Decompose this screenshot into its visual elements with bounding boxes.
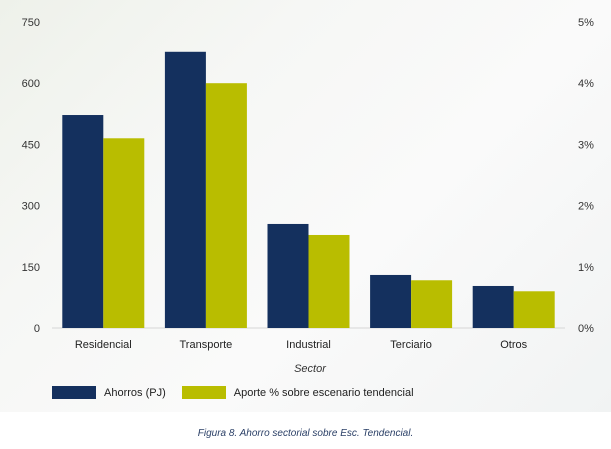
bar-aporte	[205, 83, 247, 328]
legend-label-ahorros: Ahorros (PJ)	[104, 386, 166, 399]
bar-chart: 0 150 300 450 600 750 0% 1% 2% 3% 4% 5% Residencia…	[22, 17, 594, 375]
y-axis-right: 0% 1% 2% 3% 4% 5%	[578, 17, 594, 335]
bars-group	[62, 51, 555, 329]
x-axis-categories: Residencial Transporte Industrial Terciario…	[75, 339, 528, 351]
y-right-tick-label: 4%	[578, 78, 594, 90]
y-left-tick-label: 600	[22, 78, 40, 90]
y-right-tick-label: 0%	[578, 323, 594, 335]
y-right-tick-label: 3%	[578, 139, 594, 151]
bar-aporte	[513, 291, 555, 328]
legend-swatch-aporte	[181, 386, 226, 399]
bar-ahorros	[62, 115, 104, 328]
bar-ahorros	[164, 51, 206, 329]
legend-item-ahorros: Ahorros (PJ)	[52, 386, 166, 399]
y-right-tick-label: 1%	[578, 262, 594, 274]
x-category-label: Residencial	[75, 339, 132, 351]
x-category-label: Otros	[500, 339, 527, 351]
bar-ahorros	[370, 274, 412, 328]
y-left-tick-label: 0	[34, 323, 40, 335]
y-left-tick-label: 750	[22, 17, 40, 29]
bar-aporte	[308, 234, 350, 328]
legend-item-aporte: Aporte % sobre escenario tendencial	[181, 386, 414, 399]
bar-ahorros	[267, 223, 309, 328]
x-category-label: Industrial	[286, 339, 331, 351]
legend: Ahorros (PJ) Aporte % sobre escenario te…	[52, 386, 430, 399]
legend-label-aporte: Aporte % sobre escenario tendencial	[233, 386, 414, 399]
y-right-tick-label: 5%	[578, 17, 594, 29]
y-axis-left: 0 150 300 450 600 750	[22, 17, 40, 335]
y-left-tick-label: 300	[22, 201, 40, 213]
y-left-tick-label: 450	[22, 139, 40, 151]
bar-aporte	[411, 280, 453, 328]
y-left-tick-label: 150	[22, 262, 40, 274]
x-category-label: Terciario	[390, 339, 432, 351]
x-axis-title: Sector	[294, 363, 327, 375]
y-right-tick-label: 2%	[578, 201, 594, 213]
x-category-label: Transporte	[180, 339, 233, 351]
figure-caption: Figura 8. Ahorro sectorial sobre Esc. Te…	[197, 428, 414, 439]
bar-aporte	[103, 138, 145, 328]
bar-ahorros	[472, 285, 514, 328]
legend-swatch-ahorros	[52, 386, 96, 399]
